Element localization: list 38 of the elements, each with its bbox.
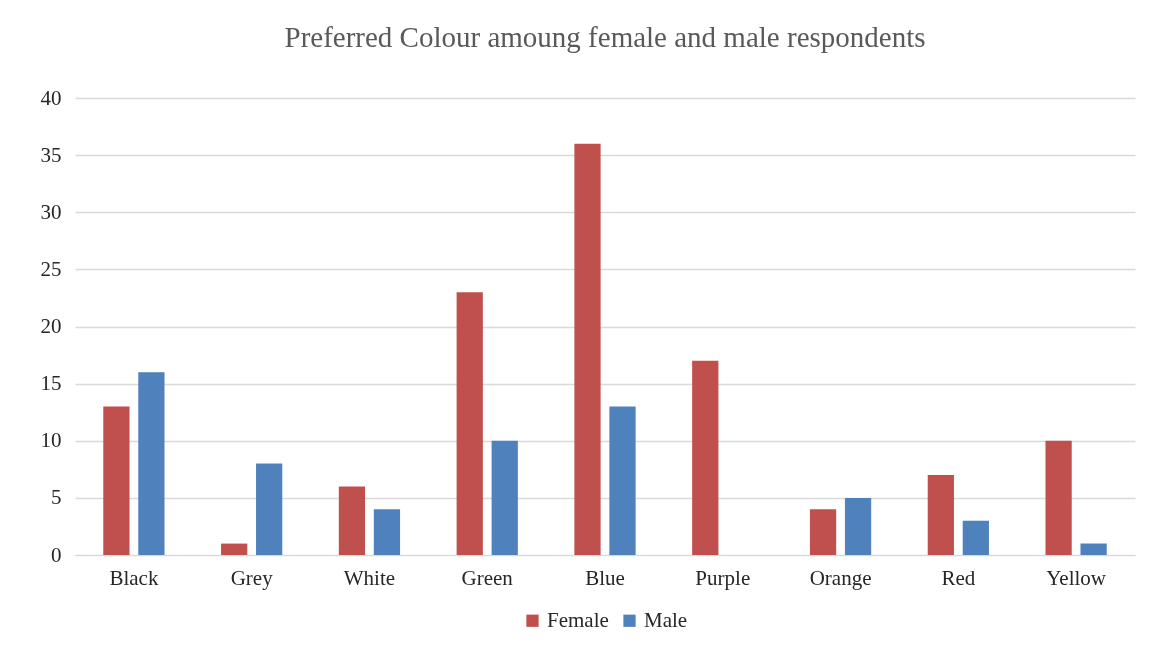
- x-tick-label: Yellow: [1046, 565, 1107, 590]
- legend-label: Male: [644, 607, 688, 632]
- y-tick-label: 25: [40, 256, 62, 281]
- x-tick-label: Red: [941, 565, 976, 590]
- x-tick-label: Orange: [809, 565, 872, 590]
- y-tick-label: 0: [51, 542, 62, 567]
- x-tick-label: Black: [109, 565, 159, 590]
- y-tick-label: 35: [40, 142, 62, 167]
- bar: [574, 143, 601, 555]
- bar: [1045, 440, 1072, 555]
- x-tick-label: Blue: [585, 565, 625, 590]
- bar: [256, 463, 283, 555]
- bar: [373, 509, 401, 555]
- chart-title: Preferred Colour amoung female and male respondents: [284, 21, 926, 53]
- legend-label: Female: [547, 607, 609, 632]
- x-tick-label: Purple: [695, 565, 751, 590]
- x-tick-label: Green: [461, 565, 514, 590]
- bar: [809, 509, 837, 555]
- y-tick-label: 5: [51, 485, 62, 510]
- bar: [1080, 543, 1107, 555]
- y-tick-label: 15: [40, 371, 62, 396]
- y-tick-label: 10: [40, 428, 62, 453]
- x-tick-label: White: [343, 565, 396, 590]
- bar: [103, 406, 130, 555]
- bar: [491, 440, 518, 555]
- bar: [927, 475, 954, 555]
- bar: [962, 520, 989, 555]
- bar: [609, 406, 636, 555]
- y-tick-label: 40: [40, 85, 62, 110]
- bar: [338, 486, 366, 555]
- bar: [692, 360, 719, 555]
- y-tick-label: 30: [40, 199, 62, 224]
- bar: [844, 497, 872, 555]
- x-tick-label: Grey: [230, 565, 274, 590]
- bar: [138, 372, 165, 555]
- bar: [456, 292, 483, 555]
- bar: [221, 543, 248, 555]
- y-tick-label: 20: [40, 314, 62, 338]
